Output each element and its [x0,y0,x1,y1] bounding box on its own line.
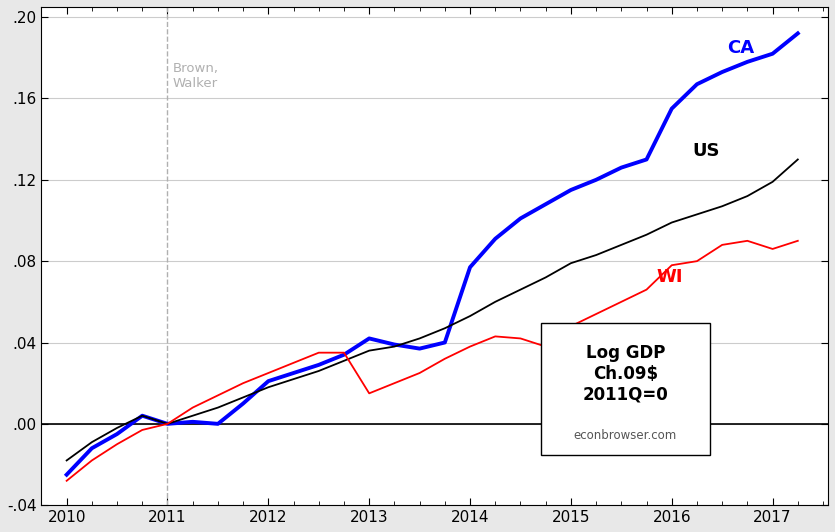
Text: CA: CA [727,39,754,56]
Text: econbrowser.com: econbrowser.com [574,429,677,442]
Text: Brown,
Walker: Brown, Walker [173,62,219,90]
Text: US: US [692,143,720,160]
FancyBboxPatch shape [541,323,710,455]
Text: WI: WI [656,269,683,286]
Text: Log GDP
Ch.09$
2011Q=0: Log GDP Ch.09$ 2011Q=0 [583,344,668,403]
